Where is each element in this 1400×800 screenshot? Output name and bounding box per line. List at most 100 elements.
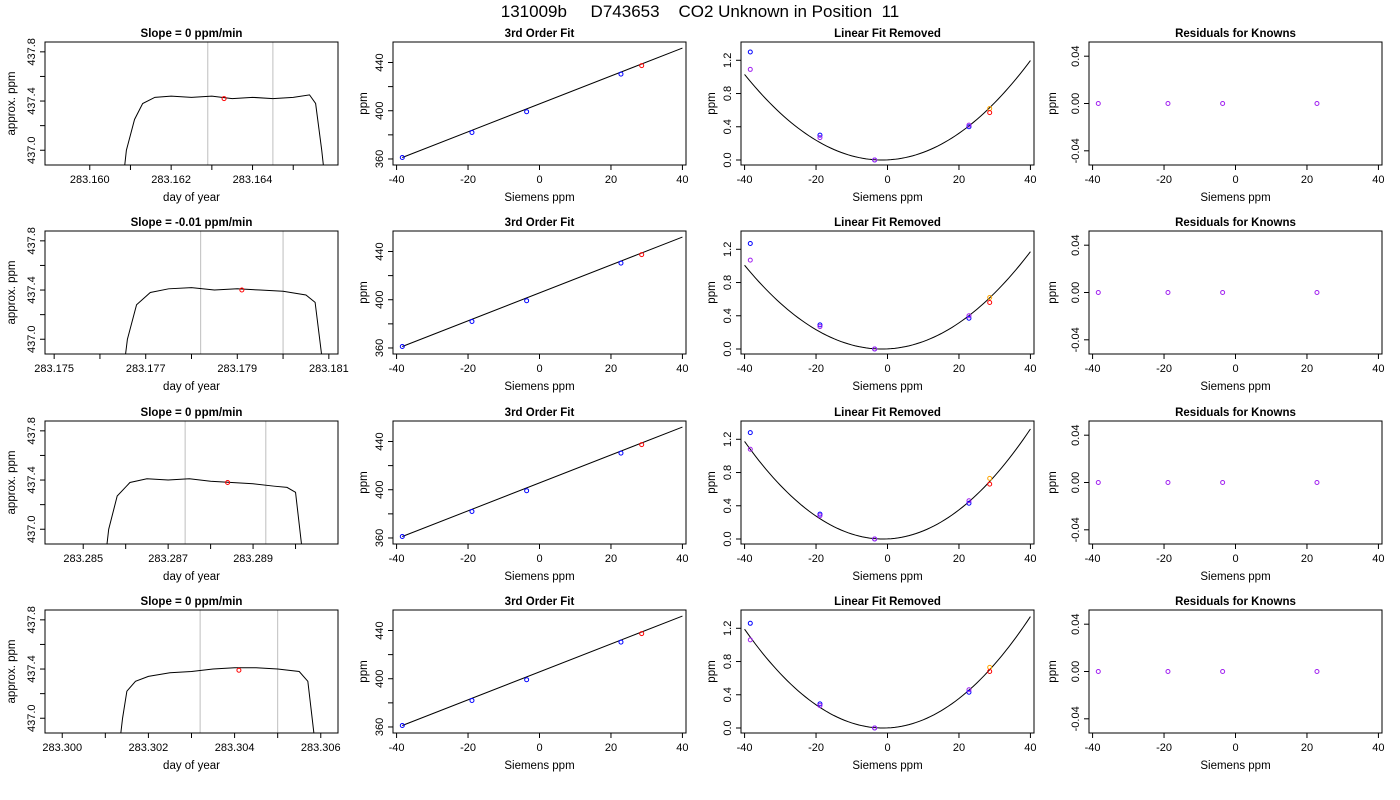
y-tick-label: 400 [374, 481, 386, 499]
page-title: 131009b D743653 CO2 Unknown in Position … [500, 2, 900, 21]
fit-line [402, 615, 683, 726]
x-tick-label: 20 [953, 174, 965, 186]
x-tick-label: 40 [1024, 553, 1036, 565]
data-point [618, 260, 624, 266]
y-tick-label: 1.2 [722, 432, 734, 447]
x-tick-label: 40 [1372, 742, 1384, 754]
y-tick-label: 1.2 [722, 242, 734, 257]
y-tick-label: -0.04 [1070, 517, 1082, 542]
y-tick-label: 400 [374, 670, 386, 688]
x-tick-label: 20 [605, 174, 617, 186]
data-point [1220, 290, 1226, 295]
y-tick-label: 440 [374, 53, 386, 71]
data-point [817, 132, 823, 138]
data-point [817, 135, 823, 141]
x-tick-label: 283.285 [63, 553, 103, 565]
panel-fit-row-2: 3rd Order Fit -40 -20 0 20 40 Siemens ppm 360 40… [358, 217, 689, 393]
data-point [817, 511, 823, 517]
panel-title: Linear Fit Removed [834, 217, 941, 229]
panel-linear_removed-row-1: Linear Fit Removed -40 -20 0 20 40 Siemens ppm… [706, 28, 1037, 204]
plot-area [399, 615, 683, 729]
y-tick-label: 0.8 [722, 465, 734, 480]
data-point [966, 687, 972, 693]
data-point [1314, 101, 1320, 106]
data-point [817, 701, 823, 707]
y-tick-label: 0.0 [722, 531, 734, 546]
y-axis-label: ppm [1047, 92, 1059, 114]
panel-timeseries-row-1: Slope = 0 ppm/min 283.160 283.162 283.164 da… [6, 28, 339, 204]
panel-timeseries-row-2: Slope = -0.01 ppm/min 283.175 283.177 283.1… [6, 217, 349, 393]
fit-curve [744, 428, 1031, 540]
x-tick-label: -40 [737, 363, 753, 375]
data-point [639, 442, 645, 448]
x-tick-label: 0 [536, 742, 542, 754]
plot-area [399, 47, 683, 161]
data-point [987, 664, 993, 670]
plot-area [1095, 290, 1320, 295]
x-tick-label: -20 [460, 553, 476, 565]
panel-title: Linear Fit Removed [834, 407, 941, 419]
plot-frame [44, 230, 339, 355]
x-tick-label: -40 [737, 553, 753, 565]
panel-title: Slope = 0 ppm/min [141, 407, 243, 419]
data-point [399, 344, 405, 350]
data-point [639, 63, 645, 69]
y-tick-label: 400 [374, 102, 386, 120]
fit-line [402, 236, 683, 347]
fit-curve [744, 616, 1031, 729]
x-axis-label: Siemens ppm [504, 192, 574, 204]
data-point [399, 723, 405, 729]
x-tick-label: 283.164 [233, 174, 273, 186]
plot-frame [1088, 420, 1383, 545]
data-point [524, 488, 530, 494]
panel-linear_removed-row-2: Linear Fit Removed -40 -20 0 20 40 Siemens ppm… [706, 217, 1037, 393]
panel-fit-row-4: 3rd Order Fit -40 -20 0 20 40 Siemens ppm 360 40… [358, 596, 689, 772]
y-tick-label: 437.8 [26, 227, 38, 255]
x-axis-label: Siemens ppm [1200, 760, 1270, 772]
y-axis-label: ppm [706, 92, 718, 114]
y-tick-label: 440 [374, 621, 386, 639]
x-tick-label: -20 [808, 363, 824, 375]
plot-area [1095, 101, 1320, 106]
x-tick-label: -40 [737, 742, 753, 754]
y-axis-label: approx. ppm [6, 261, 18, 325]
panel-title: Slope = -0.01 ppm/min [131, 217, 253, 229]
panel-title: 3rd Order Fit [505, 217, 575, 229]
panel-title: Residuals for Knowns [1175, 217, 1296, 229]
x-axis-label: Siemens ppm [504, 381, 574, 393]
data-point [1220, 480, 1226, 485]
y-axis-label: ppm [1047, 471, 1059, 493]
x-axis-label: day of year [163, 192, 220, 204]
data-point [639, 631, 645, 637]
y-tick-label: 360 [374, 339, 386, 357]
x-tick-label: -40 [1085, 174, 1101, 186]
y-tick-label: 0.4 [722, 687, 734, 702]
x-tick-label: 40 [1024, 174, 1036, 186]
data-point [1095, 101, 1101, 106]
data-point [524, 298, 530, 304]
mean-marker [239, 287, 245, 293]
x-tick-label: 20 [953, 363, 965, 375]
y-tick-label: 0.00 [1070, 282, 1082, 303]
x-tick-label: 20 [953, 742, 965, 754]
x-tick-label: 40 [676, 742, 688, 754]
x-tick-label: -20 [1156, 553, 1172, 565]
data-point [1165, 101, 1171, 106]
data-point [1095, 290, 1101, 295]
panel-linear_removed-row-4: Linear Fit Removed -40 -20 0 20 40 Siemens ppm… [706, 596, 1037, 772]
x-tick-label: 40 [1372, 363, 1384, 375]
plot-frame [740, 609, 1035, 734]
data-point [987, 294, 993, 300]
data-point [399, 534, 405, 540]
y-tick-label: 0.00 [1070, 472, 1082, 493]
y-tick-label: 0.8 [722, 654, 734, 669]
x-tick-label: 40 [1024, 363, 1036, 375]
data-point [987, 299, 993, 305]
panel-title: Linear Fit Removed [834, 28, 941, 40]
fit-curve [744, 60, 1031, 161]
x-tick-label: -20 [1156, 363, 1172, 375]
data-point [469, 697, 475, 703]
data-point [817, 324, 823, 330]
x-tick-label: 20 [605, 742, 617, 754]
